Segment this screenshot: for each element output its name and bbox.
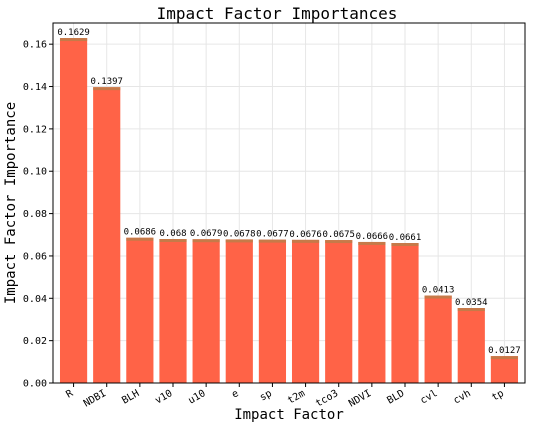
grid-lines bbox=[53, 23, 525, 384]
x-tick-label: sp bbox=[258, 388, 274, 404]
bar-top-edge bbox=[325, 240, 353, 244]
bar-top-edge bbox=[358, 241, 386, 245]
bar-top-edge bbox=[490, 356, 519, 360]
x-tick-label: tp bbox=[490, 388, 506, 404]
bar-top-edge bbox=[457, 308, 485, 312]
bar-cvh bbox=[457, 308, 485, 383]
bar-top-edge bbox=[258, 239, 287, 243]
y-tick-label: 0.10 bbox=[23, 167, 47, 178]
x-tick-label: R bbox=[64, 388, 76, 401]
x-tick-label: cvh bbox=[452, 388, 473, 407]
x-tick-label: NDBI bbox=[82, 388, 108, 410]
x-tick-label: e bbox=[230, 388, 241, 401]
x-tick-label: NDVI bbox=[347, 388, 373, 410]
y-axis-label: Impact Factor Importance bbox=[3, 102, 19, 304]
data-label: 0.0675 bbox=[322, 230, 355, 240]
data-label: 0.0676 bbox=[289, 230, 322, 240]
data-label: 0.0686 bbox=[124, 228, 157, 238]
x-tick-label: v10 bbox=[153, 388, 174, 407]
bar-top-edge bbox=[192, 239, 220, 243]
plot-frame bbox=[52, 22, 526, 384]
bar-ndvi bbox=[358, 241, 386, 383]
bars bbox=[59, 38, 519, 384]
bar-top-edge bbox=[159, 239, 187, 242]
data-label: 0.1397 bbox=[90, 77, 123, 87]
data-label: 0.0677 bbox=[256, 230, 289, 240]
y-tick-label: 0.04 bbox=[23, 294, 47, 305]
bar-sp bbox=[258, 239, 287, 383]
bar-v10 bbox=[159, 239, 187, 383]
data-label: 0.0413 bbox=[422, 286, 455, 296]
data-label: 0.1629 bbox=[57, 28, 90, 38]
data-label: 0.0678 bbox=[223, 229, 256, 239]
bar-bld bbox=[391, 243, 419, 383]
y-tick-label: 0.08 bbox=[23, 209, 47, 220]
bar-ndbi bbox=[93, 87, 121, 383]
bar-top-edge bbox=[291, 239, 320, 243]
y-tick-label: 0.00 bbox=[23, 379, 47, 390]
x-tick-label: t2m bbox=[286, 388, 307, 407]
y-tick-label: 0.16 bbox=[23, 40, 47, 51]
bar-r bbox=[59, 38, 88, 384]
data-label: 0.068 bbox=[159, 229, 186, 239]
y-tick-label: 0.06 bbox=[23, 251, 47, 262]
bar-t2m bbox=[291, 239, 320, 383]
bar-top-edge bbox=[126, 237, 154, 241]
data-label: 0.0679 bbox=[190, 229, 223, 239]
bar-top-edge bbox=[225, 239, 253, 243]
bar-e bbox=[225, 239, 253, 383]
x-axis-ticks: R NDBI BLH v10 u10 e sp t2m tco3 NDVI BLD cvl cvh tp bbox=[64, 383, 506, 410]
bar-tco3 bbox=[325, 240, 353, 383]
data-label: 0.0127 bbox=[488, 346, 521, 356]
y-axis-ticks: 0.00 0.02 0.04 0.06 0.08 0.10 0.12 0.14 0.16 bbox=[23, 40, 53, 390]
bar-blh bbox=[126, 237, 154, 383]
bar-top-edge bbox=[59, 38, 88, 42]
x-tick-label: u10 bbox=[187, 388, 208, 407]
chart-title: Impact Factor Importances bbox=[157, 4, 398, 23]
data-label: 0.0666 bbox=[356, 232, 389, 242]
data-label: 0.0661 bbox=[389, 233, 422, 243]
y-tick-label: 0.14 bbox=[23, 82, 47, 93]
x-tick-label: BLD bbox=[385, 388, 406, 407]
bar-top-edge bbox=[424, 295, 452, 299]
bar-top-edge bbox=[391, 243, 419, 247]
bar-tp bbox=[490, 356, 519, 383]
y-tick-label: 0.02 bbox=[23, 336, 47, 347]
x-tick-label: BLH bbox=[120, 388, 141, 407]
bar-cvl bbox=[424, 295, 452, 383]
bar-top-edge bbox=[93, 87, 121, 91]
y-tick-label: 0.12 bbox=[23, 124, 47, 135]
x-axis-label: Impact Factor bbox=[234, 407, 344, 423]
bar-u10 bbox=[192, 239, 220, 383]
x-tick-label: cvl bbox=[419, 388, 440, 407]
data-label: 0.0354 bbox=[455, 298, 488, 308]
